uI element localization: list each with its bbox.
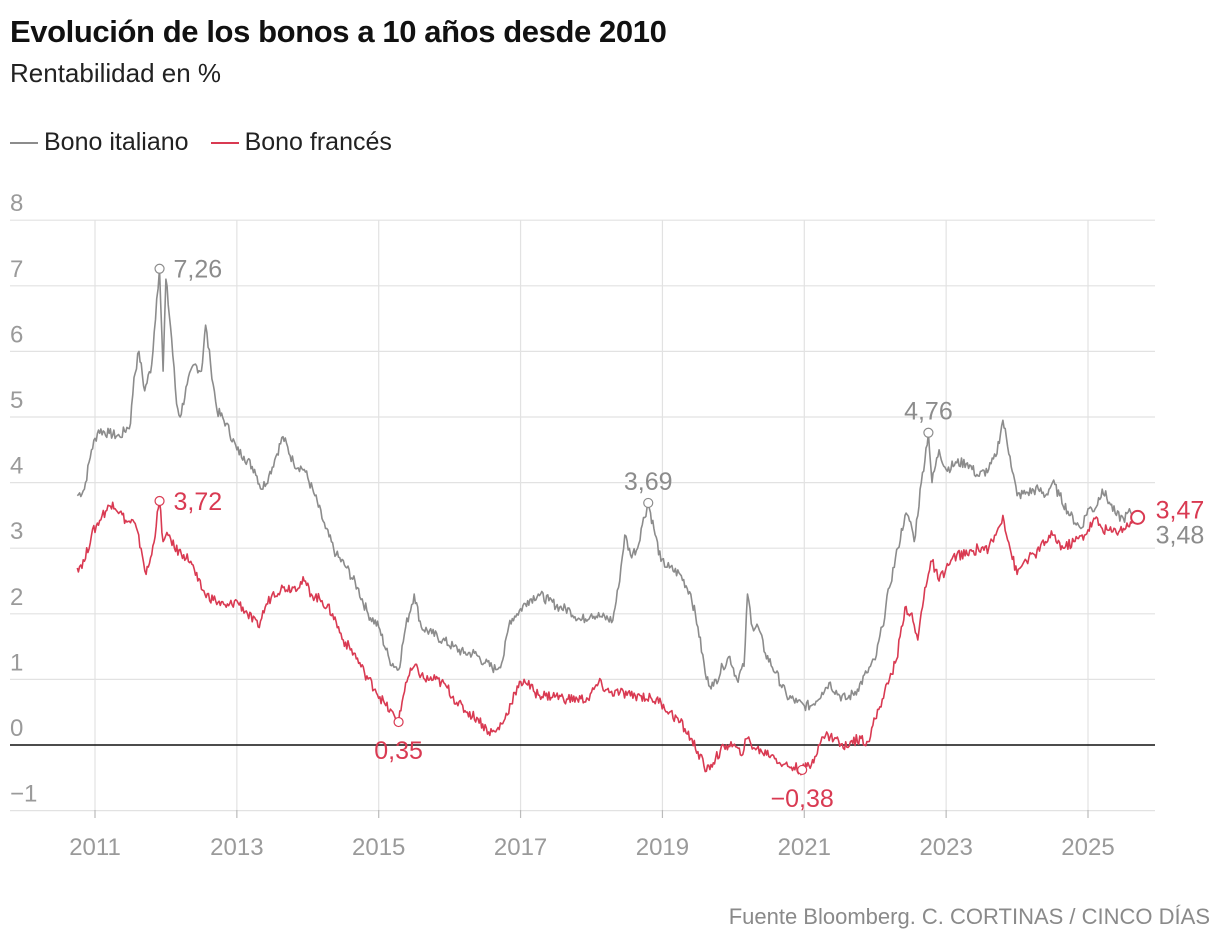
annotation-marker [154, 495, 165, 507]
y-tick-label: 8 [10, 190, 23, 217]
x-tick-label: 2013 [210, 834, 263, 861]
legend-label-france: Bono francés [244, 128, 392, 156]
y-tick-label: 4 [10, 453, 23, 480]
y-tick-label: 1 [10, 649, 23, 676]
annotation-marker [1130, 509, 1146, 525]
source-note: Fuente Bloomberg. C. CORTINAS / CINCO DÍ… [728, 904, 1210, 929]
series-line-france [76, 500, 1139, 776]
y-tick-label: 7 [10, 256, 23, 283]
chart-title: Evolución de los bonos a 10 años desde 2… [10, 14, 667, 49]
y-tick-label: 3 [10, 518, 23, 545]
line-chart: −1 0 1 2 3 4 5 6 7 8 2011 2013 2015 2017 2019 2021 2023 2… [10, 190, 1205, 861]
y-tick-label: −1 [10, 781, 37, 808]
annotation-label: 3,69 [624, 468, 673, 496]
legend-swatch-italy [10, 141, 38, 144]
annotation-label: 4,76 [904, 398, 953, 426]
annotation-marker [797, 764, 808, 776]
annotation-label: 3,47 [1156, 496, 1205, 524]
x-tick-label: 2021 [778, 834, 831, 861]
series-line-italy [76, 267, 1139, 712]
annotation-marker [393, 716, 404, 728]
legend-label-italy: Bono italiano [44, 128, 189, 156]
annotation-label: 0,35 [374, 737, 423, 765]
x-tick-label: 2011 [69, 834, 121, 861]
annotation-marker [643, 497, 654, 509]
x-tick-label: 2023 [919, 834, 972, 861]
y-tick-label: 5 [10, 387, 23, 414]
annotation-label: 3,72 [174, 488, 223, 516]
y-tick-label: 6 [10, 321, 23, 348]
x-tick-label: 2019 [636, 834, 689, 861]
legend: Bono italiano Bono francés [10, 128, 414, 157]
legend-item-france: Bono francés [210, 128, 392, 157]
legend-item-italy: Bono italiano [10, 128, 189, 157]
y-tick-label: 0 [10, 715, 23, 742]
x-tick-label: 2015 [352, 834, 405, 861]
legend-swatch-france [210, 141, 239, 144]
annotation-label: −0,38 [771, 785, 834, 813]
annotation-marker [154, 263, 165, 274]
x-tick-label: 2025 [1061, 834, 1114, 861]
annotation-label: 3,48 [1156, 522, 1205, 550]
annotation-marker [923, 427, 934, 438]
y-tick-label: 2 [10, 584, 23, 611]
annotation-label: 7,26 [174, 256, 223, 284]
chart-subtitle: Rentabilidad en % [10, 58, 222, 88]
x-tick-label: 2017 [494, 834, 547, 861]
